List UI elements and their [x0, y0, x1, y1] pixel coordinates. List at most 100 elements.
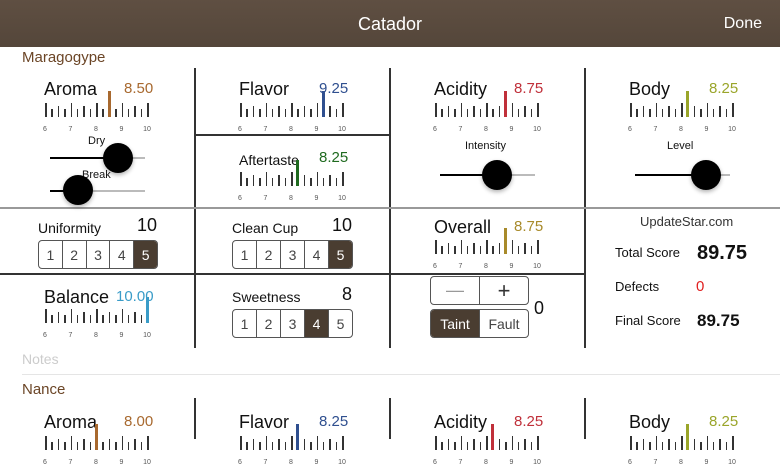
scale-marker[interactable] [504, 91, 508, 117]
sample-name[interactable]: Maragogype [22, 49, 106, 66]
score-option-5[interactable]: 5 [336, 315, 345, 332]
dry-slider-knob[interactable] [103, 143, 133, 173]
body-scale[interactable]: 6 7 8 9 10 [628, 424, 736, 466]
score-option-4[interactable]: 4 [110, 241, 135, 268]
aroma-scale[interactable]: 6 7 8 9 10 [43, 91, 151, 133]
scale-tick [147, 436, 149, 450]
scale-tick [511, 436, 513, 450]
scale-marker[interactable] [107, 91, 111, 117]
scale-tick [316, 436, 318, 450]
level-slider-knob[interactable] [691, 160, 721, 190]
increment-button[interactable]: + [497, 277, 511, 303]
taint-option[interactable]: Taint [431, 310, 480, 337]
scale-marker[interactable] [146, 297, 149, 323]
defect-type-selector[interactable]: Taint Fault [430, 309, 529, 338]
scale-tick-label: 10 [143, 126, 151, 133]
fault-option[interactable]: Fault [488, 315, 520, 332]
notes-input[interactable]: Notes [22, 351, 59, 367]
scale-tick [70, 436, 72, 450]
scale-marker[interactable] [504, 228, 508, 254]
scale-tick-label: 7 [263, 459, 268, 466]
score-option-1[interactable]: 1 [233, 241, 257, 268]
scale-marker[interactable] [686, 424, 690, 450]
flavor-scale[interactable]: 6 7 8 9 10 [238, 91, 346, 133]
sample-name[interactable]: Nance [22, 381, 66, 398]
score-option-4[interactable]: 4 [305, 241, 329, 268]
scale-tick [265, 103, 267, 117]
score-option-3[interactable]: 3 [281, 241, 305, 268]
scale-tick [435, 103, 437, 117]
break-slider-fill [50, 190, 72, 192]
body-label: Body [629, 412, 671, 432]
aroma-value: 8.00 [124, 413, 154, 430]
score-option-1[interactable]: 1 [233, 310, 257, 337]
scale-marker[interactable] [491, 424, 495, 450]
scale-tick [517, 109, 520, 117]
scale-tick [259, 442, 261, 450]
scale-tick [725, 442, 728, 450]
scale-tick [329, 439, 331, 450]
score-option-5[interactable]: 5 [134, 241, 157, 268]
score-option-3[interactable]: 3 [281, 310, 305, 337]
score-option-4[interactable]: 4 [305, 310, 329, 337]
score-option-3[interactable]: 3 [87, 241, 111, 268]
scale-tick [76, 442, 79, 450]
scale-tick [310, 442, 312, 450]
scale-marker[interactable] [296, 424, 300, 450]
scale-tick-label: 6 [238, 126, 242, 133]
scale-tick [511, 103, 513, 117]
break-slider[interactable] [50, 190, 145, 192]
acidity-scale[interactable]: 6 7 8 9 10 [433, 91, 541, 133]
scale-tick [454, 109, 456, 117]
scale-tick [51, 442, 53, 450]
intensity-slider-knob[interactable] [482, 160, 512, 190]
decrement-button[interactable]: — [431, 277, 480, 304]
overall-scale[interactable]: 6 7 8 9 10 [433, 228, 541, 270]
divider [194, 134, 389, 136]
acidity-scale[interactable]: 6 7 8 9 10 [433, 424, 541, 466]
balance-scale[interactable]: 6 7 8 9 10 [43, 297, 151, 339]
scale-tick [732, 103, 734, 117]
acidity-label: Acidity [434, 412, 488, 432]
scale-marker[interactable] [321, 91, 325, 117]
score-option-1[interactable]: 1 [39, 241, 63, 268]
scale-tick [278, 439, 280, 450]
scale-tick [668, 106, 670, 117]
scale-tick [108, 439, 111, 450]
done-button[interactable]: Done [723, 15, 762, 32]
score-option-5[interactable]: 5 [329, 241, 352, 268]
scale-tick [712, 442, 715, 450]
score-option-2[interactable]: 2 [257, 241, 281, 268]
scale-tick-label: 6 [43, 459, 47, 466]
break-slider-knob[interactable] [63, 175, 93, 205]
scale-marker[interactable] [95, 424, 98, 450]
aftertaste-scale[interactable]: 6 7 8 9 10 [238, 160, 346, 202]
scale-tick [466, 109, 469, 117]
scale-tick [278, 106, 280, 117]
scale-marker[interactable] [296, 160, 300, 186]
score-option-2[interactable]: 2 [257, 310, 281, 337]
clean-cup-value: 10 [332, 215, 353, 235]
scale-tick [96, 309, 98, 323]
intensity-label: Intensity [465, 140, 506, 152]
flavor-scale[interactable]: 6 7 8 9 10 [238, 424, 346, 466]
defect-stepper[interactable]: — + [430, 276, 529, 305]
scale-tick [134, 312, 136, 323]
scale-tick [265, 436, 267, 450]
scale-tick-label: 10 [338, 195, 346, 202]
scale-tick [45, 436, 47, 450]
scale-tick [636, 109, 638, 117]
scale-marker[interactable] [686, 91, 690, 117]
scale-tick-label: 9 [509, 459, 514, 466]
scale-tick [140, 442, 143, 450]
final-score-value: 89.75 [697, 311, 740, 330]
flavor-label: Flavor [239, 79, 290, 99]
aroma-scale[interactable]: 6 7 8 9 10 [43, 424, 151, 466]
scale-tick [524, 439, 526, 450]
body-scale[interactable]: 6 7 8 9 10 [628, 91, 736, 133]
scale-tick [492, 246, 494, 254]
score-option-2[interactable]: 2 [63, 241, 87, 268]
